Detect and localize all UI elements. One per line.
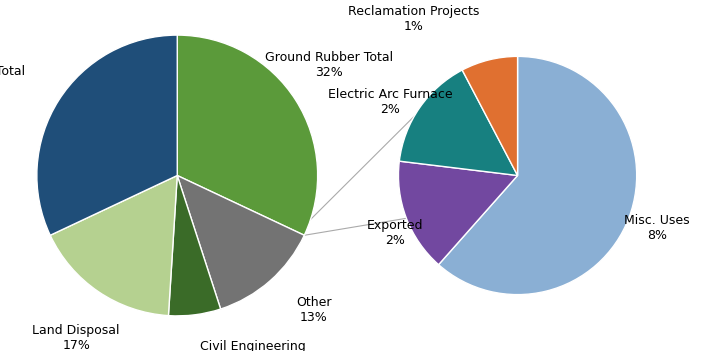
Text: Land Disposal
17%: Land Disposal 17% xyxy=(33,324,120,351)
Wedge shape xyxy=(169,176,220,316)
Wedge shape xyxy=(398,161,518,265)
Wedge shape xyxy=(177,35,318,235)
Wedge shape xyxy=(462,57,518,176)
Wedge shape xyxy=(37,35,177,235)
Text: Civil Engineering
6%: Civil Engineering 6% xyxy=(200,340,306,351)
Text: Other
13%: Other 13% xyxy=(296,296,332,324)
Text: Exported
2%: Exported 2% xyxy=(367,219,424,246)
Text: Misc. Uses
8%: Misc. Uses 8% xyxy=(624,214,690,242)
Text: Reclamation Projects
1%: Reclamation Projects 1% xyxy=(347,5,479,33)
Text: Ground Rubber Total
32%: Ground Rubber Total 32% xyxy=(265,51,393,79)
Text: Tire-Derived Fuel Total
32%: Tire-Derived Fuel Total 32% xyxy=(0,65,26,93)
Wedge shape xyxy=(177,176,304,309)
Text: Electric Arc Furnace
2%: Electric Arc Furnace 2% xyxy=(328,87,452,115)
Wedge shape xyxy=(439,57,637,294)
Wedge shape xyxy=(50,176,177,316)
Wedge shape xyxy=(399,70,518,176)
